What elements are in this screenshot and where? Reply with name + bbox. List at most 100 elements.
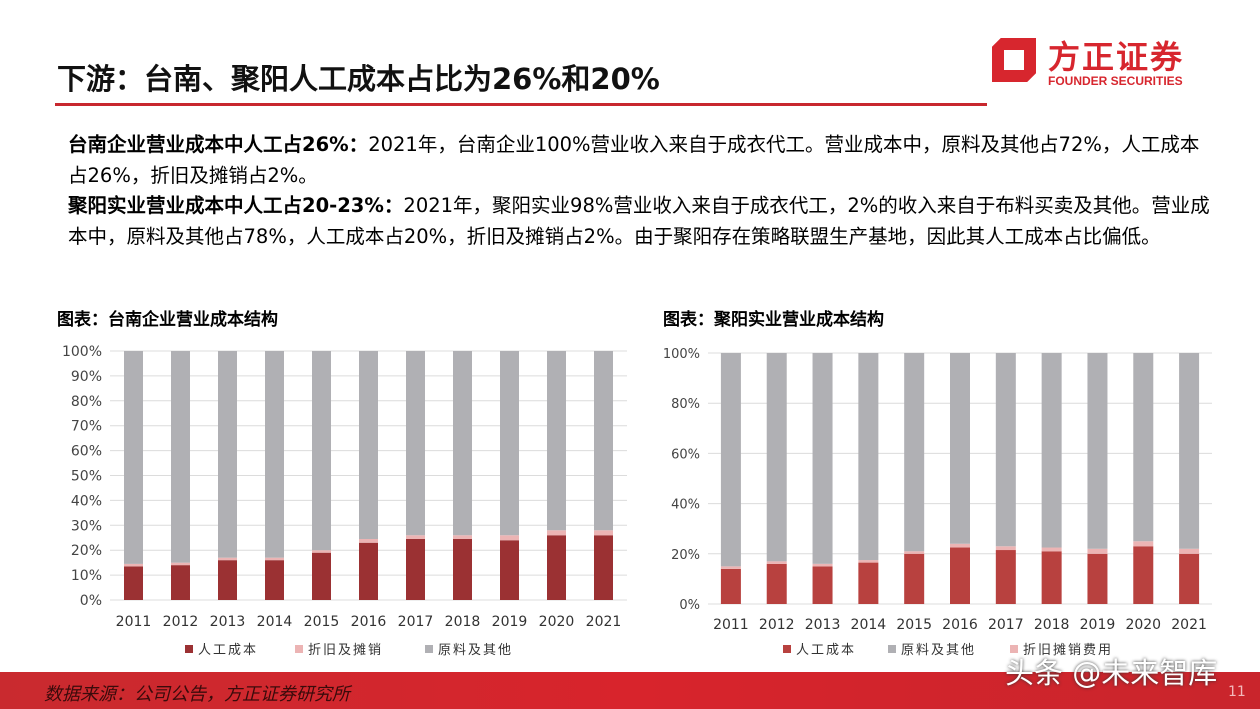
bar-segment bbox=[950, 547, 970, 604]
bar-segment bbox=[312, 552, 331, 600]
bar-segment bbox=[218, 560, 237, 600]
y-tick-label: 60% bbox=[71, 444, 102, 460]
legend-label: 折旧及摊销 bbox=[308, 643, 383, 658]
bar-segment bbox=[1133, 541, 1154, 547]
bar-segment bbox=[124, 563, 143, 567]
data-source: 数据来源：公司公告，方正证券研究所 bbox=[44, 684, 350, 705]
paragraph-body: 2021年，聚阳实业98%营业收入来自于成衣代工，2%的收入来自于布料买卖及其他… bbox=[68, 194, 1210, 248]
bar-segment bbox=[171, 351, 190, 563]
bar-segment bbox=[500, 540, 519, 600]
paragraph-body: 2021年，台南企业100%营业收入来自于成衣代工。营业成本中，原料及其他占72… bbox=[68, 133, 1200, 187]
page-number: 11 bbox=[1228, 684, 1246, 700]
bar-segment bbox=[171, 565, 190, 600]
body-text: 台南企业营业成本中人工占26%：2021年，台南企业100%营业收入来自于成衣代… bbox=[68, 130, 1218, 252]
watermark: 头条 @未来智库 bbox=[1005, 656, 1218, 690]
legend-swatch bbox=[295, 645, 303, 653]
bar-segment bbox=[858, 353, 879, 561]
bar-segment bbox=[766, 353, 787, 562]
logo-en: FOUNDER SECURITIES bbox=[1048, 74, 1183, 88]
x-tick-label: 2011 bbox=[116, 614, 152, 630]
bar-segment bbox=[453, 535, 472, 539]
bar-segment bbox=[500, 535, 519, 541]
chart-title-makalot: 图表：聚阳实业营业成本结构 bbox=[663, 310, 884, 330]
chart-makalot: 0% 20% 40% 60% 80% 100% 2011 2012 2013 2014 2015 20… bbox=[663, 347, 1212, 658]
bar-segment bbox=[904, 353, 925, 552]
bar-segment bbox=[500, 351, 519, 536]
x-tick-label: 2020 bbox=[1125, 617, 1161, 633]
legend-label: 人工成本 bbox=[198, 643, 258, 658]
bar-segment bbox=[1087, 353, 1108, 549]
paragraph-heading: 台南企业营业成本中人工占26%： bbox=[68, 133, 369, 156]
y-tick-label: 20% bbox=[671, 548, 700, 563]
y-tick-label: 70% bbox=[71, 419, 102, 435]
x-tick-label: 2011 bbox=[713, 617, 749, 633]
paragraph-tainan: 台南企业营业成本中人工占26%：2021年，台南企业100%营业收入来自于成衣代… bbox=[68, 130, 1218, 191]
x-tick-label: 2016 bbox=[942, 617, 978, 633]
y-tick-label: 0% bbox=[80, 593, 102, 609]
y-tick-label: 0% bbox=[679, 598, 700, 613]
x-tick-label: 2017 bbox=[988, 617, 1024, 633]
paragraph-makalot: 聚阳实业营业成本中人工占20-23%：2021年，聚阳实业98%营业收入来自于成… bbox=[68, 191, 1218, 252]
bar-segment bbox=[359, 538, 378, 543]
bar-segment bbox=[766, 563, 787, 604]
bar-segment bbox=[218, 557, 237, 561]
bar-segment bbox=[812, 566, 833, 604]
page-title: 下游：台南、聚阳人工成本占比为26%和20% bbox=[57, 62, 660, 96]
x-tick-label: 2013 bbox=[210, 614, 246, 630]
x-tick-label: 2015 bbox=[896, 617, 932, 633]
bar-segment bbox=[995, 353, 1016, 547]
title-divider bbox=[55, 103, 987, 106]
bar-segment bbox=[406, 538, 425, 600]
bar-segment bbox=[812, 353, 833, 564]
bar-segment bbox=[594, 351, 613, 531]
x-tick-label: 2018 bbox=[445, 614, 481, 630]
bar-segment bbox=[171, 562, 190, 566]
x-tick-label: 2020 bbox=[539, 614, 575, 630]
y-tick-label: 10% bbox=[71, 568, 102, 584]
legend-swatch bbox=[783, 645, 791, 653]
bar-segment bbox=[1041, 551, 1062, 604]
bar-segment bbox=[720, 568, 741, 604]
logo-cn: 方正证券 bbox=[1048, 38, 1185, 76]
bar-segment bbox=[995, 550, 1016, 604]
x-tick-label: 2018 bbox=[1034, 617, 1070, 633]
x-tick-label: 2014 bbox=[257, 614, 293, 630]
bar-segment bbox=[1179, 553, 1200, 604]
bar-segment bbox=[858, 560, 879, 563]
bar-segment bbox=[359, 351, 378, 539]
bar-segment bbox=[1087, 553, 1108, 604]
chart-tainan: 0% 10% 20% 30% 40% 50% 60% 70% 80% 90% 100% 2011 201… bbox=[62, 344, 627, 658]
legend-label: 原料及其他 bbox=[901, 643, 976, 658]
legend-label: 原料及其他 bbox=[438, 643, 513, 658]
bar-segment bbox=[995, 546, 1016, 551]
bar-segment bbox=[594, 530, 613, 536]
bar-segment bbox=[812, 563, 833, 567]
footer-band bbox=[0, 672, 1260, 709]
x-tick-label: 2021 bbox=[1171, 617, 1207, 633]
bar-segment bbox=[547, 535, 566, 600]
bar-segment bbox=[547, 351, 566, 531]
legend-swatch bbox=[425, 645, 433, 653]
y-tick-label: 50% bbox=[71, 469, 102, 485]
logo-mark-icon bbox=[992, 38, 1036, 82]
bar-segment bbox=[406, 351, 425, 536]
x-tick-label: 2019 bbox=[492, 614, 528, 630]
bar-segment bbox=[904, 551, 925, 554]
x-tick-label: 2014 bbox=[851, 617, 887, 633]
bar-segment bbox=[720, 566, 741, 569]
x-tick-label: 2021 bbox=[586, 614, 622, 630]
bar-segment bbox=[124, 566, 143, 600]
bar-segment bbox=[1179, 548, 1200, 554]
y-tick-label: 60% bbox=[671, 447, 700, 462]
x-tick-label: 2012 bbox=[163, 614, 199, 630]
bar-segment bbox=[312, 351, 331, 551]
bar-segment bbox=[950, 353, 970, 544]
bar-segment bbox=[1041, 547, 1062, 552]
y-tick-label: 90% bbox=[71, 369, 102, 385]
legend-label: 折旧摊销费用 bbox=[1023, 643, 1113, 658]
bar-segment bbox=[766, 561, 787, 564]
bar-segment bbox=[594, 535, 613, 600]
bar-segment bbox=[904, 553, 925, 604]
x-tick-label: 2016 bbox=[351, 614, 387, 630]
x-tick-label: 2012 bbox=[759, 617, 795, 633]
